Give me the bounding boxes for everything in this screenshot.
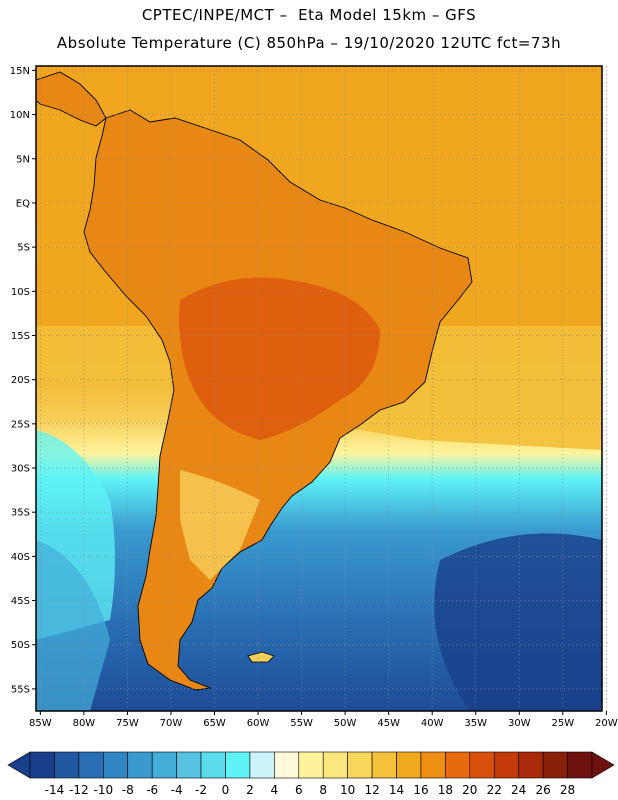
lat-label: 10S: [11, 287, 30, 298]
falkland-islands: [247, 651, 275, 663]
colorbar-label: 26: [535, 783, 550, 797]
colorbar-swatch: [78, 751, 104, 779]
colorbar-right-arrow: [591, 751, 615, 779]
lat-label: 20S: [11, 375, 30, 386]
lat-label: 40S: [11, 552, 30, 563]
colorbar-swatch: [542, 751, 568, 779]
colorbar-label: 28: [560, 783, 575, 797]
colorbar-label: -8: [122, 783, 134, 797]
lon-label: 60W: [247, 718, 270, 729]
colorbar-swatch: [518, 751, 544, 779]
map-title-line2: Absolute Temperature (C) 850hPa – 19/10/…: [56, 34, 562, 52]
colorbar-swatch: [225, 751, 251, 779]
colorbar-swatch: [54, 751, 80, 779]
lat-label: 15S: [11, 331, 30, 342]
lon-label: 70W: [160, 718, 183, 729]
lat-label: 35S: [11, 508, 30, 519]
lat-label: EQ: [16, 198, 30, 209]
lon-label: 45W: [377, 718, 400, 729]
colorbar-swatch: [200, 751, 226, 779]
temperature-map: 15N 10N 5N EQ 5S 10S 15S 20S 25S 30S 35S 40S 45S 50S 5…: [10, 65, 618, 729]
colorbar-swatch: [420, 751, 446, 779]
lon-label: 65W: [203, 718, 226, 729]
map-title-line1: CPTEC/INPE/MCT – Eta Model 15km – GFS: [141, 6, 477, 24]
colorbar-label: 0: [222, 783, 230, 797]
colorbar-swatch: [127, 751, 153, 779]
colorbar-label: 2: [246, 783, 254, 797]
colorbar-label: 22: [487, 783, 502, 797]
lat-label: 50S: [11, 640, 30, 651]
colorbar-label: 10: [340, 783, 355, 797]
lon-label: 50W: [334, 718, 357, 729]
colorbar-swatch: [249, 751, 275, 779]
lon-label: 75W: [116, 718, 139, 729]
lon-label: 35W: [464, 718, 487, 729]
colorbar-swatch: [274, 751, 300, 779]
lat-label: 15N: [10, 66, 30, 77]
colorbar-label: 20: [462, 783, 477, 797]
map-frame: [35, 65, 603, 712]
lon-label: 80W: [73, 718, 96, 729]
colorbar-swatch: [445, 751, 471, 779]
lat-label: 5N: [16, 154, 30, 165]
argentina-warm: [180, 470, 260, 580]
lat-label: 45S: [11, 596, 30, 607]
colorbar-label: 12: [364, 783, 379, 797]
colorbar-label: -12: [69, 783, 89, 797]
colorbar-label: 24: [511, 783, 526, 797]
colorbar-swatch: [103, 751, 129, 779]
temperature-colorbar: -14 -12 -10 -8 -6 -4 -2 0 2 4 6 8 10 12 14 16 18 20 22 24 26…: [7, 751, 615, 797]
colorbar-label: 18: [438, 783, 453, 797]
colorbar-left-arrow: [7, 751, 31, 779]
lon-label: 20W: [595, 718, 618, 729]
lat-label: 30S: [11, 464, 30, 475]
colorbar-label: -4: [171, 783, 183, 797]
lat-label: 5S: [17, 243, 30, 254]
lon-label: 25W: [552, 718, 575, 729]
lat-label: 55S: [11, 684, 30, 695]
lat-label: 10N: [10, 110, 30, 121]
colorbar-label: -10: [93, 783, 113, 797]
colorbar-label: 14: [389, 783, 404, 797]
colorbar-swatch: [176, 751, 202, 779]
lon-label: 30W: [508, 718, 531, 729]
colorbar-label: 16: [413, 783, 428, 797]
colorbar-swatch: [371, 751, 397, 779]
colorbar-label: 6: [295, 783, 303, 797]
colorbar-swatch: [151, 751, 177, 779]
lon-label: 55W: [290, 718, 313, 729]
colorbar-swatch: [469, 751, 495, 779]
lon-label: 40W: [421, 718, 444, 729]
latitude-labels: 15N 10N 5N EQ 5S 10S 15S 20S 25S 30S 35S 40S 45S 50S 5…: [10, 66, 36, 695]
longitude-labels: 85W 80W 75W 70W 65W 60W 55W 50W 45W 40W 35W 30W 25W 2…: [29, 711, 618, 729]
central-america-land: [36, 71, 107, 127]
lon-label: 85W: [29, 718, 52, 729]
pacific-blue: [36, 540, 110, 711]
colorbar-swatch: [347, 751, 373, 779]
colorbar-label: -14: [45, 783, 65, 797]
colorbar-swatch: [29, 751, 55, 779]
colorbar-swatch: [322, 751, 348, 779]
hot-interior-core: [179, 277, 380, 440]
lat-label: 25S: [11, 419, 30, 430]
colorbar-label: -2: [195, 783, 207, 797]
colorbar-swatch: [298, 751, 324, 779]
colorbar-swatch: [396, 751, 422, 779]
colorbar-label: -6: [146, 783, 158, 797]
cold-core-east: [434, 533, 602, 711]
colorbar-swatch: [493, 751, 519, 779]
colorbar-label: 4: [271, 783, 279, 797]
colorbar-swatch: [567, 751, 593, 779]
colorbar-label: 8: [319, 783, 327, 797]
